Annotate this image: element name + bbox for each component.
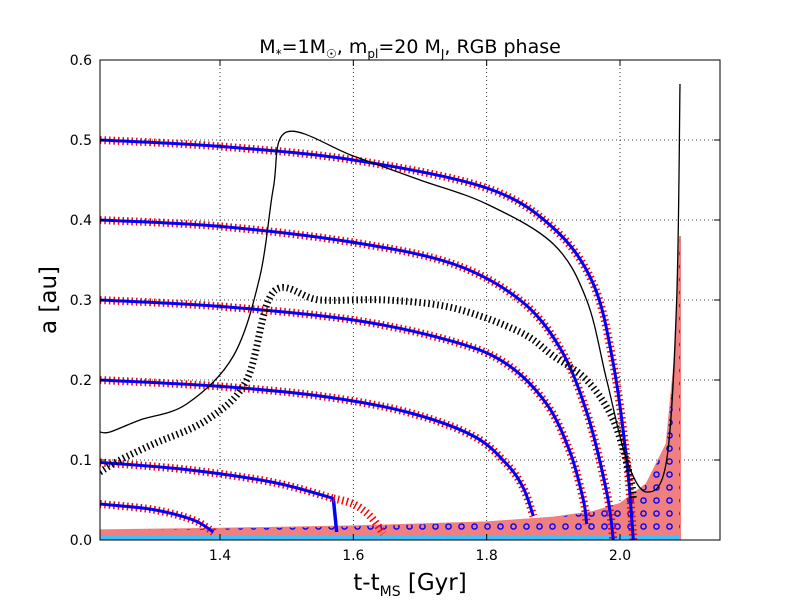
series-orbit-a0-0-1 bbox=[100, 460, 334, 500]
y-tick-label: 0.1 bbox=[70, 453, 92, 469]
y-tick-label: 0.6 bbox=[70, 53, 92, 69]
series-lines bbox=[100, 83, 681, 540]
x-tick-label: 2.0 bbox=[609, 548, 631, 564]
chart-title: M*=1M☉, mpl=20 MJ, RGB phase bbox=[259, 36, 561, 61]
series-orbit-a0-0-2 bbox=[100, 378, 535, 517]
x-axis-label: t-tMS [Gyr] bbox=[353, 570, 466, 600]
axis-ticks: 1.4 1.6 1.8 2.0 0.0 0.1 0.2 0.3 0.4 0.5 0.6 bbox=[70, 53, 720, 564]
series-orbit-a0-0-3 bbox=[100, 298, 589, 525]
series-orbit-a0-0-4 bbox=[100, 218, 615, 540]
series-black-dotted-curve bbox=[100, 283, 637, 501]
series-stellar-radius-envelope-markers bbox=[100, 236, 680, 540]
series-orbit-a0-0-05 bbox=[100, 502, 215, 534]
y-tick-label: 0.2 bbox=[70, 373, 92, 389]
series-black-solid-curve bbox=[100, 83, 681, 493]
series-orbit-a0-0-1-plunge bbox=[331, 498, 339, 533]
y-tick-label: 0.0 bbox=[70, 533, 92, 549]
series-orbit-a0-0-5 bbox=[100, 138, 635, 540]
y-tick-label: 0.3 bbox=[70, 293, 92, 309]
x-tick-label: 1.6 bbox=[342, 548, 364, 564]
series-orbit-a0-0-1-red-tail bbox=[332, 494, 387, 537]
x-tick-label: 1.8 bbox=[476, 548, 498, 564]
series-core bbox=[100, 535, 680, 540]
y-axis-label: a [au] bbox=[36, 266, 62, 334]
x-tick-label: 1.4 bbox=[209, 548, 231, 564]
y-tick-label: 0.5 bbox=[70, 133, 92, 149]
y-tick-label: 0.4 bbox=[70, 213, 92, 229]
